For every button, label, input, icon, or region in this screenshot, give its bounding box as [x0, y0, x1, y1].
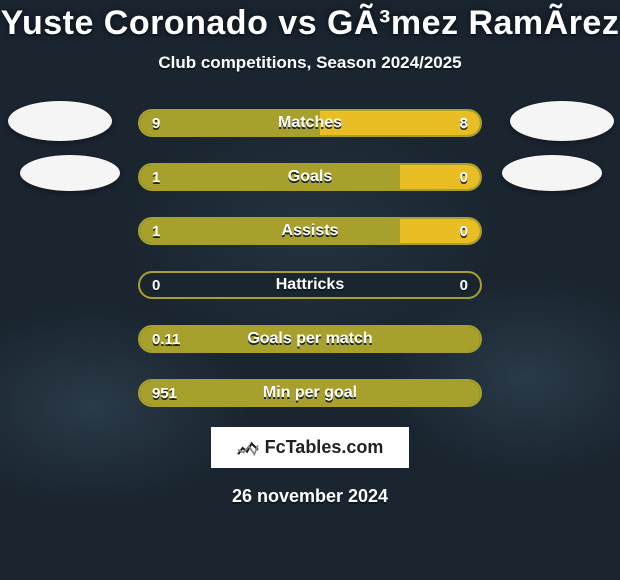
stat-value-left: 0.11: [152, 331, 180, 348]
stat-row: Matches9 8: [138, 109, 482, 137]
stat-label: Hattricks: [140, 276, 480, 294]
stat-row: Min per goal951: [138, 379, 482, 407]
stat-value-left: 1: [152, 169, 160, 186]
stat-label: Matches: [140, 114, 480, 132]
logo-text: FcTables.com: [265, 437, 384, 458]
subtitle: Club competitions, Season 2024/2025: [158, 53, 461, 73]
stat-value-right: 0: [460, 223, 468, 240]
stat-label: Goals per match: [140, 330, 480, 348]
stat-value-right: 8: [460, 115, 468, 132]
stat-value-left: 951: [152, 385, 177, 402]
stat-row: Goals1 0: [138, 163, 482, 191]
stat-value-right: 0: [460, 169, 468, 186]
comparison-chart: Matches98Goals10Assists10Hattricks00Goal…: [0, 109, 620, 407]
stat-value-left: 9: [152, 115, 160, 132]
stat-rows: Matches98Goals10Assists10Hattricks00Goal…: [138, 109, 482, 407]
chart-icon: [237, 439, 259, 457]
stat-label: Assists: [140, 222, 480, 240]
avatar-left-1: [8, 101, 112, 141]
fctables-logo[interactable]: FcTables.com: [211, 427, 410, 468]
stat-value-left: 1: [152, 223, 160, 240]
stat-row: Goals per match0.11: [138, 325, 482, 353]
content: Yuste Coronado vs GÃ³mez RamÃ­rez Club c…: [0, 0, 620, 580]
avatar-left-2: [20, 155, 120, 191]
page-title: Yuste Coronado vs GÃ³mez RamÃ­rez: [1, 4, 620, 43]
stat-row: Assists1 0: [138, 217, 482, 245]
avatar-right-2: [502, 155, 602, 191]
stat-value-left: 0: [152, 277, 160, 294]
avatar-right-1: [510, 101, 614, 141]
stat-row: Hattricks0 0: [138, 271, 482, 299]
date: 26 november 2024: [232, 486, 388, 507]
stat-label: Goals: [140, 168, 480, 186]
stat-label: Min per goal: [140, 384, 480, 402]
stat-value-right: 0: [460, 277, 468, 294]
